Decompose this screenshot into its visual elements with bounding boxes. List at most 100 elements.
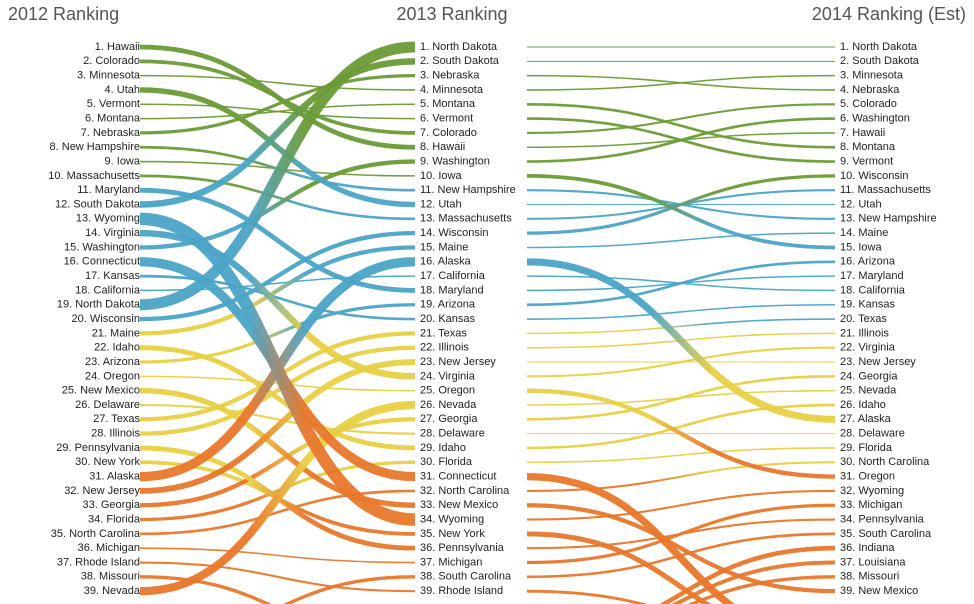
flow [283, 575, 416, 604]
rank-label: 33. Michigan [840, 499, 902, 511]
flow [526, 447, 836, 464]
flow [526, 318, 836, 335]
rank-label: 13. New Hampshire [840, 213, 937, 225]
rank-label: 33. Georgia [83, 499, 141, 511]
flow [139, 417, 416, 508]
flow [526, 589, 648, 604]
rank-label: 7. Hawaii [840, 127, 885, 139]
flow [526, 174, 836, 235]
rank-label: 35. South Carolina [840, 528, 932, 540]
flow [526, 117, 836, 163]
rank-label: 15. Washington [64, 241, 140, 253]
rank-label: 16. Connecticut [64, 256, 140, 268]
rank-label: 22. Virginia [840, 342, 896, 354]
rank-label: 13. Massachusetts [420, 213, 512, 225]
flow [526, 461, 836, 492]
rank-label: 21. Maine [92, 327, 140, 339]
rank-label: 15. Iowa [840, 241, 882, 253]
flow [139, 231, 416, 322]
flow [139, 345, 416, 436]
rank-label: 16. Arizona [840, 256, 896, 268]
rank-label: 17. California [420, 270, 486, 282]
rank-label: 20. Wisconsin [72, 313, 140, 325]
rank-label: 30. New York [75, 456, 140, 468]
rank-label: 4. Minnesota [420, 84, 484, 96]
flow [139, 74, 416, 135]
rank-label: 36. Michigan [78, 542, 140, 554]
rank-label: 18. California [840, 284, 906, 296]
rank-label: 5. Colorado [840, 98, 897, 110]
rank-label: 11. Massachusetts [840, 184, 931, 196]
rank-label: 35. New York [420, 528, 485, 540]
flow [139, 561, 416, 593]
rank-label: 24. Virginia [420, 370, 476, 382]
rank-label: 12. Utah [840, 198, 882, 210]
rank-label: 18. California [75, 284, 141, 296]
rank-label: 10. Iowa [420, 170, 462, 182]
flow [526, 102, 836, 149]
flow [526, 103, 836, 134]
rank-label: 6. Montana [85, 113, 141, 125]
flow [139, 44, 416, 150]
rank-label: 6. Washington [840, 113, 910, 125]
rank-label: 27. Texas [93, 413, 140, 425]
flow [671, 560, 836, 604]
rank-label: 33. New Mexico [420, 499, 498, 511]
rank-label: 16. Alaska [420, 256, 472, 268]
column-title: 2014 Ranking (Est) [812, 4, 966, 24]
rank-label: 2. South Dakota [420, 55, 500, 67]
rank-label: 9. Washington [420, 155, 490, 167]
rank-label: 19. Kansas [840, 299, 896, 311]
rank-label: 18. Maryland [420, 284, 484, 296]
rank-label: 26. Idaho [840, 399, 886, 411]
flow [139, 245, 416, 336]
flow [526, 375, 836, 421]
flow [139, 403, 416, 435]
rank-label: 7. Nebraska [81, 127, 141, 139]
rank-label: 8. Hawaii [420, 141, 465, 153]
rank-label: 9. Vermont [840, 155, 893, 167]
rank-label: 25. Nevada [840, 385, 897, 397]
rank-label: 31. Oregon [840, 471, 895, 483]
rank-label: 7. Colorado [420, 127, 477, 139]
flow [526, 531, 712, 604]
flow [687, 575, 836, 604]
rank-label: 25. New Mexico [62, 385, 140, 397]
flow [139, 74, 416, 91]
flow [139, 41, 416, 311]
rank-label: 1. North Dakota [840, 41, 918, 53]
rank-label: 20. Kansas [420, 313, 476, 325]
rank-label: 10. Massachusetts [48, 170, 140, 182]
rank-label: 14. Virginia [85, 227, 141, 239]
flow [139, 303, 416, 364]
rank-label: 26. Delaware [75, 399, 140, 411]
rank-label: 26. Nevada [420, 399, 477, 411]
rank-label: 38. South Carolina [420, 571, 512, 583]
rank-label: 5. Montana [420, 98, 476, 110]
rank-label: 38. Missouri [81, 571, 140, 583]
column-title: 2012 Ranking [8, 4, 119, 24]
rank-label: 24. Georgia [840, 370, 898, 382]
rank-label: 20. Texas [840, 313, 887, 325]
flow [139, 400, 416, 596]
rank-label: 31. Alaska [89, 471, 141, 483]
flow [526, 258, 836, 423]
rank-label: 27. Alaska [840, 413, 892, 425]
rank-label: 19. North Dakota [57, 299, 141, 311]
rank-label: 2. South Dakota [840, 55, 920, 67]
flow [526, 472, 735, 604]
column-title: 2013 Ranking [396, 4, 507, 24]
flow [139, 547, 416, 564]
rank-label: 2. Colorado [83, 55, 140, 67]
rank-label: 27. Georgia [420, 413, 478, 425]
rank-label: 34. Pennsylvania [840, 513, 925, 525]
rank-label: 22. Illinois [420, 342, 469, 354]
rank-label: 13. Wyoming [76, 213, 140, 225]
rank-label: 22. Idaho [94, 342, 140, 354]
flow [526, 74, 836, 91]
rank-label: 32. North Carolina [420, 485, 510, 497]
rank-label: 39. Rhode Island [420, 585, 503, 597]
flow [526, 489, 836, 521]
rank-label: 8. New Hampshire [50, 141, 140, 153]
rank-label: 28. Illinois [91, 428, 140, 440]
